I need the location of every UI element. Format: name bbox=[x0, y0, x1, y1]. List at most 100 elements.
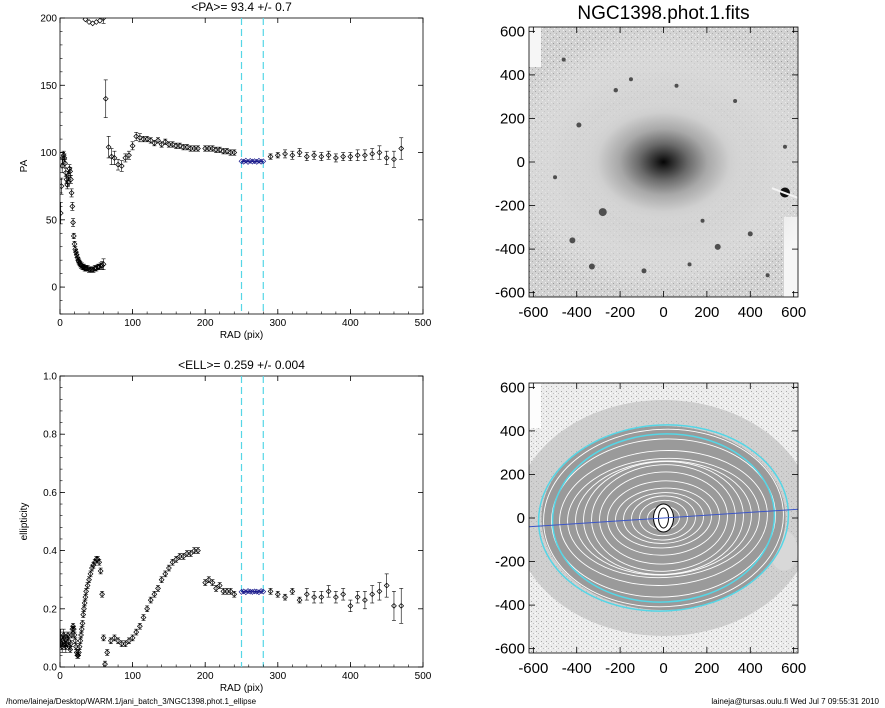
pa-plot-point bbox=[224, 148, 230, 155]
pa-plot-point bbox=[231, 149, 238, 156]
pa-plot-point bbox=[70, 233, 77, 239]
ellipticity-plot-point bbox=[187, 550, 194, 557]
pa-plot-point bbox=[253, 158, 260, 165]
ellipticity-plot-point bbox=[81, 605, 87, 612]
pa-plot-point bbox=[362, 152, 368, 159]
pa-plot-point bbox=[376, 149, 383, 156]
ellipticity-plot-series-2 bbox=[238, 588, 267, 596]
ellipticity-plot-point bbox=[87, 570, 94, 577]
ellipticity-plot-point bbox=[67, 640, 74, 647]
ellipticity-plot-point bbox=[180, 553, 187, 560]
ellipticity-plot-point bbox=[376, 588, 383, 595]
ellipticity-plot-point bbox=[213, 585, 219, 592]
model-image-isophote bbox=[575, 460, 752, 576]
galaxy-image-star bbox=[561, 57, 566, 62]
model-image-ytick-label-3: 0 bbox=[517, 510, 525, 527]
galaxy-image-xtick-label-1: -400 bbox=[562, 304, 592, 321]
ellipticity-plot-point bbox=[129, 635, 136, 641]
ellipticity-plot-ytick-label-3: 0.6 bbox=[43, 488, 57, 499]
model-image-panel: -600 -400 -200 0 200 400 600 -600 -400 -200 0 200 40… bbox=[495, 379, 806, 677]
pa-plot-point bbox=[67, 176, 74, 183]
galaxy-image-ytick-label-5: 400 bbox=[500, 67, 525, 84]
model-image-image-corner bbox=[529, 383, 541, 428]
galaxy-image-star bbox=[628, 77, 633, 82]
ellipticity-plot-point bbox=[78, 626, 85, 633]
ellipticity-plot-point bbox=[147, 597, 154, 603]
ellipticity-plot-point bbox=[238, 589, 245, 595]
model-image-xtick-label-3: 0 bbox=[659, 660, 667, 677]
pa-plot-series-4 bbox=[267, 137, 405, 168]
model-image-ytick-label-1: -400 bbox=[495, 597, 525, 614]
galaxy-image-star bbox=[553, 175, 558, 180]
galaxy-image-star bbox=[674, 83, 679, 88]
pa-plot-ytick-label-0: 0 bbox=[51, 283, 57, 294]
pa-plot-point bbox=[303, 153, 310, 160]
ellipticity-plot-point bbox=[70, 623, 76, 630]
ellipticity-plot-point bbox=[99, 591, 106, 598]
model-image-xtick-label-2: -200 bbox=[605, 660, 635, 677]
model-image-xtick-label-6: 600 bbox=[781, 660, 806, 677]
ellipticity-plot-point bbox=[75, 652, 82, 659]
model-image-inner-fit-ellipse bbox=[551, 433, 776, 603]
ellipticity-plot-panel: 0 100 200 300 400 500 0.0 0.2 0.4 0.6 0.8 1.0 <ELL>=… bbox=[19, 358, 432, 694]
ellipticity-plot-title: <ELL>= 0.259 +/- 0.004 bbox=[178, 358, 305, 372]
galaxy-image-xtick-label-5: 400 bbox=[738, 304, 763, 321]
ellipticity-plot-point bbox=[303, 591, 310, 598]
ellipticity-plot-ylabel: ellipticity bbox=[19, 503, 30, 541]
pa-plot-series-2 bbox=[102, 79, 238, 172]
ellipticity-plot-point bbox=[216, 582, 223, 589]
pa-plot-plot-area bbox=[60, 18, 405, 314]
pa-plot-point bbox=[347, 153, 354, 160]
ellipticity-plot-point bbox=[75, 649, 82, 656]
pa-plot-point bbox=[158, 141, 165, 148]
pa-plot-point bbox=[68, 190, 75, 196]
ellipticity-plot-point bbox=[332, 594, 339, 601]
ellipticity-plot-point bbox=[86, 576, 92, 583]
model-image-isophote bbox=[567, 457, 760, 579]
ellipticity-plot-point bbox=[60, 632, 67, 638]
ellipticity-plot-point bbox=[282, 594, 288, 601]
ellipticity-plot-point bbox=[122, 640, 129, 647]
footer-user-stamp: laineja@tursas.oulu.fi Wed Jul 7 09:55:3… bbox=[711, 697, 879, 706]
ellipticity-plot-point bbox=[289, 588, 296, 595]
galaxy-image-xtick-label-0: -600 bbox=[518, 304, 548, 321]
pa-plot-point bbox=[258, 158, 264, 165]
model-image-xtick-label-4: 200 bbox=[694, 660, 719, 677]
galaxy-image-xtick-label-4: 200 bbox=[694, 304, 719, 321]
pa-plot-point bbox=[176, 142, 183, 149]
pa-plot-xlabel: RAD (pix) bbox=[220, 330, 263, 341]
pa-plot-ytick-label-4: 200 bbox=[40, 14, 57, 25]
pa-plot-point bbox=[108, 153, 115, 160]
pa-plot-point bbox=[325, 152, 332, 159]
ellipticity-plot-point bbox=[340, 591, 347, 598]
ellipticity-plot-point bbox=[209, 579, 216, 586]
footer-path: /home/laineja/Desktop/WARM.1/jani_batch_… bbox=[6, 697, 257, 706]
ellipticity-plot-point bbox=[354, 594, 361, 601]
pa-plot-title: <PA>= 93.4 +/- 0.7 bbox=[191, 0, 292, 14]
pa-plot-point bbox=[133, 133, 140, 140]
pa-plot-point bbox=[86, 19, 92, 25]
ellipticity-plot-point bbox=[81, 600, 88, 606]
galaxy-image-title: NGC1398.phot.1.fits bbox=[577, 3, 749, 24]
pa-plot-panel: 0 100 200 300 400 500 0 50 100 150 200 <PA>= 93.4 +… bbox=[19, 0, 432, 341]
galaxy-image-star bbox=[765, 273, 770, 278]
ellipticity-plot-point bbox=[296, 597, 303, 603]
ellipticity-plot-point bbox=[96, 559, 103, 566]
ellipticity-plot-point bbox=[78, 632, 84, 638]
pa-plot-point bbox=[267, 153, 274, 160]
pa-plot-point bbox=[144, 136, 151, 142]
pa-plot-point bbox=[332, 155, 339, 161]
pa-plot-point bbox=[126, 152, 132, 159]
model-image-xtick-label-5: 400 bbox=[738, 660, 763, 677]
pa-plot-point bbox=[274, 152, 281, 159]
model-image-isophote bbox=[559, 450, 768, 586]
galaxy-image-star bbox=[569, 237, 576, 244]
ellipticity-plot-point bbox=[136, 623, 143, 630]
pa-plot-point bbox=[282, 150, 288, 157]
pa-plot-series-0 bbox=[60, 150, 107, 273]
ellipticity-plot-point bbox=[84, 582, 91, 589]
pa-plot-point bbox=[122, 155, 129, 161]
pa-plot-point bbox=[311, 152, 317, 159]
pa-plot-point bbox=[169, 141, 176, 148]
pa-plot-ytick-label-1: 50 bbox=[46, 215, 58, 226]
